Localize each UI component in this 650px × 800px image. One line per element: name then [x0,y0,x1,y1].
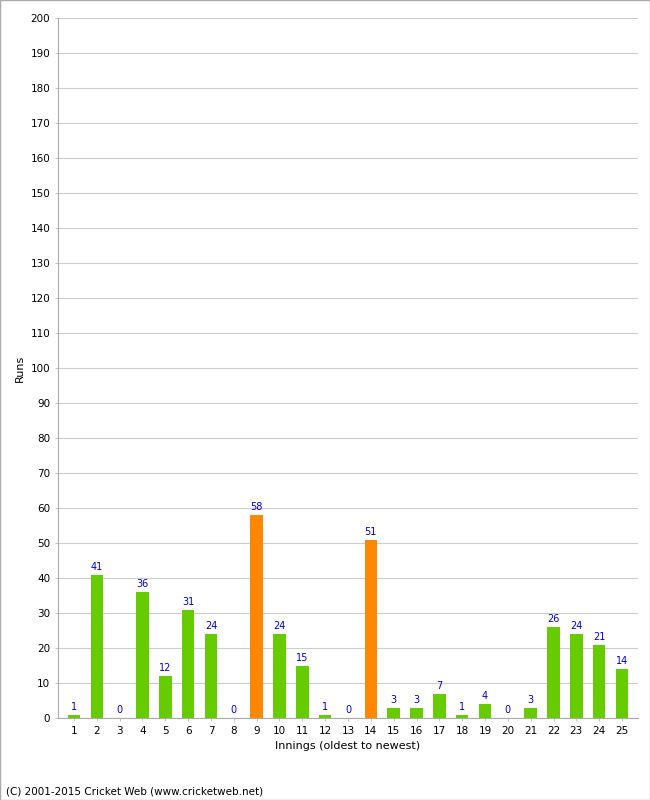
Bar [547,627,560,718]
Text: 0: 0 [116,706,123,715]
Bar [616,669,629,718]
Text: 14: 14 [616,656,628,666]
Text: 24: 24 [273,621,286,631]
Text: 3: 3 [413,694,419,705]
Bar [68,714,80,718]
Text: 41: 41 [91,562,103,572]
Text: 58: 58 [250,502,263,512]
Bar [273,634,286,718]
Text: 12: 12 [159,663,172,673]
Bar [570,634,582,718]
Text: 3: 3 [528,694,534,705]
Bar [136,592,149,718]
Bar [250,515,263,718]
Bar [387,707,400,718]
Text: 0: 0 [345,706,351,715]
Text: 3: 3 [391,694,396,705]
Text: 0: 0 [505,706,511,715]
Text: 7: 7 [436,681,443,690]
Bar [593,645,605,718]
Text: 21: 21 [593,632,605,642]
Bar [525,707,537,718]
Text: 0: 0 [231,706,237,715]
Text: 24: 24 [205,621,217,631]
Text: 24: 24 [570,621,582,631]
Bar [433,694,446,718]
Bar [205,634,217,718]
Bar [365,539,377,718]
Bar [479,704,491,718]
Bar [319,714,332,718]
X-axis label: Innings (oldest to newest): Innings (oldest to newest) [276,741,421,751]
Text: 4: 4 [482,691,488,701]
Text: 15: 15 [296,653,309,662]
Bar [456,714,469,718]
Bar [159,676,172,718]
Y-axis label: Runs: Runs [15,354,25,382]
Bar [182,610,194,718]
Bar [90,574,103,718]
Text: 51: 51 [365,526,377,537]
Text: (C) 2001-2015 Cricket Web (www.cricketweb.net): (C) 2001-2015 Cricket Web (www.cricketwe… [6,786,264,796]
Text: 36: 36 [136,579,149,589]
Bar [410,707,422,718]
Text: 31: 31 [182,597,194,606]
Bar [296,666,309,718]
Text: 26: 26 [547,614,560,624]
Text: 1: 1 [71,702,77,712]
Text: 1: 1 [459,702,465,712]
Text: 1: 1 [322,702,328,712]
